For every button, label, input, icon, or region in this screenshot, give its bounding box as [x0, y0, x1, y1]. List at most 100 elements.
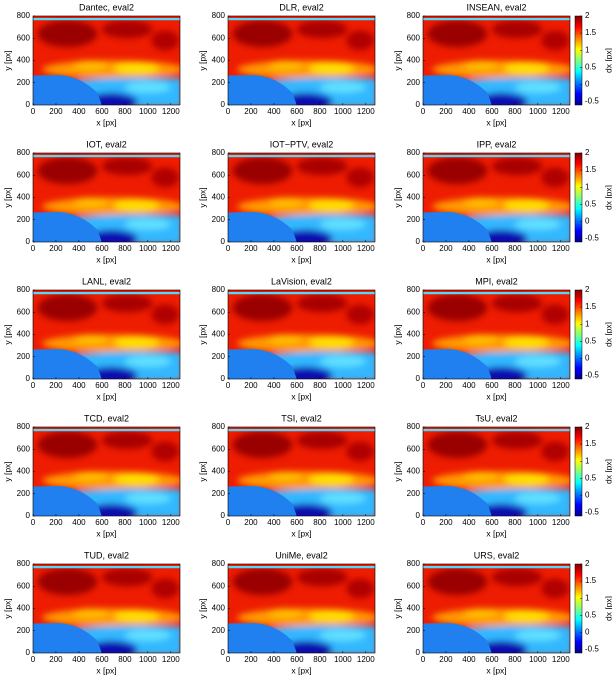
heatmap-field [33, 16, 185, 111]
x-tick-label: 600 [95, 244, 109, 253]
y-tick-label: 200 [212, 626, 226, 635]
x-tick-label: 400 [72, 381, 86, 390]
y-tick-label: 0 [416, 374, 421, 383]
y-tick-label: 200 [407, 626, 421, 635]
x-tick-label: 800 [508, 244, 522, 253]
x-tick-label: 1000 [529, 107, 547, 116]
y-axis-label: y [px] [2, 187, 12, 207]
x-tick-label: 0 [226, 518, 231, 527]
colorbar-tick-label: 0.5 [585, 199, 597, 208]
x-axis-label: x [px] [291, 528, 311, 538]
y-tick-label: 600 [17, 170, 31, 179]
x-tick-label: 400 [72, 107, 86, 116]
x-tick-label: 600 [95, 655, 109, 664]
x-tick-label: 1200 [552, 107, 570, 116]
y-axis-label: y [px] [392, 187, 402, 207]
heatmap-field [423, 153, 575, 248]
x-tick-label: 800 [508, 107, 522, 116]
x-tick-label: 1000 [139, 655, 157, 664]
y-tick-label: 800 [212, 285, 226, 294]
x-tick-label: 1200 [552, 518, 570, 527]
x-tick-label: 1000 [139, 518, 157, 527]
panel-title: DLR, eval2 [279, 2, 324, 12]
y-tick-label: 0 [26, 374, 31, 383]
y-tick-label: 400 [17, 56, 31, 65]
x-tick-label: 0 [31, 381, 36, 390]
y-tick-label: 600 [212, 581, 226, 590]
y-tick-label: 0 [416, 511, 421, 520]
y-tick-label: 800 [407, 422, 421, 431]
panel: Dantec, eval2 0 200 400 600 800 1000 1200 0 200 40… [2, 2, 185, 127]
y-tick-label: 800 [212, 422, 226, 431]
y-tick-label: 600 [212, 170, 226, 179]
x-tick-label: 0 [31, 244, 36, 253]
heatmap-field [33, 153, 185, 248]
x-tick-label: 600 [95, 518, 109, 527]
y-tick-label: 800 [17, 11, 31, 20]
colorbar [574, 289, 583, 380]
y-axis-label: y [px] [2, 461, 12, 481]
colorbar-tick-label: 2 [585, 559, 590, 568]
y-tick-label: 800 [407, 148, 421, 157]
x-tick-label: 1000 [529, 518, 547, 527]
panel-title: Dantec, eval2 [79, 2, 134, 12]
x-axis-label: x [px] [486, 117, 506, 127]
x-tick-label: 0 [31, 107, 36, 116]
y-tick-label: 600 [407, 33, 421, 42]
x-tick-label: 400 [72, 518, 86, 527]
heatmap-field [423, 290, 575, 385]
x-tick-label: 600 [485, 107, 499, 116]
x-tick-label: 200 [439, 107, 453, 116]
x-tick-label: 1200 [162, 655, 180, 664]
panel-title: TSI, eval2 [281, 413, 322, 423]
x-tick-label: 200 [439, 518, 453, 527]
y-tick-label: 0 [26, 511, 31, 520]
colorbar [574, 15, 583, 106]
x-tick-label: 200 [49, 655, 63, 664]
y-axis-label: y [px] [392, 324, 402, 344]
y-tick-label: 800 [212, 11, 226, 20]
x-tick-label: 1200 [162, 107, 180, 116]
y-tick-label: 200 [407, 352, 421, 361]
panel: DLR, eval2 0 200 400 600 800 1000 1200 0 200 400 60… [197, 2, 376, 127]
y-tick-label: 400 [212, 467, 226, 476]
x-tick-label: 1200 [552, 381, 570, 390]
y-tick-label: 600 [212, 307, 226, 316]
x-tick-label: 0 [421, 655, 426, 664]
x-tick-label: 1200 [162, 244, 180, 253]
colorbar-tick-label: 1.5 [585, 576, 597, 585]
colorbar-label: dx [px] [603, 459, 612, 484]
x-tick-label: 400 [72, 244, 86, 253]
x-tick-label: 800 [118, 244, 132, 253]
colorbar-tick-label: 0 [585, 491, 590, 500]
x-tick-label: 400 [267, 381, 281, 390]
panel: LaVision, eval2 0 200 400 600 800 1000 1200 0 200… [197, 276, 376, 401]
x-tick-label: 1200 [162, 518, 180, 527]
y-tick-label: 600 [407, 581, 421, 590]
y-tick-label: 200 [212, 78, 226, 87]
panel: IPP, eval2 0 200 400 600 800 1000 1200 0 200 400 60… [392, 139, 612, 264]
x-tick-label: 600 [95, 381, 109, 390]
heatmap-field [423, 564, 575, 659]
x-tick-label: 1200 [357, 655, 375, 664]
x-axis-label: x [px] [486, 254, 506, 264]
y-tick-label: 600 [407, 307, 421, 316]
x-tick-label: 200 [49, 244, 63, 253]
x-axis-label: x [px] [96, 254, 116, 264]
panel-title: IOT−PTV, eval2 [270, 139, 333, 149]
heatmap-field [228, 427, 380, 522]
x-tick-label: 1200 [357, 107, 375, 116]
y-tick-label: 800 [17, 148, 31, 157]
y-tick-label: 0 [221, 374, 226, 383]
panel: TsU, eval2 0 200 400 600 800 1000 1200 0 200 400 60… [392, 413, 612, 538]
y-tick-label: 0 [26, 648, 31, 657]
y-tick-label: 400 [212, 330, 226, 339]
panel: LANL, eval2 0 200 400 600 800 1000 1200 0 200 400 6… [2, 276, 181, 401]
x-tick-label: 1000 [139, 244, 157, 253]
colorbar-tick-label: 0.5 [585, 62, 597, 71]
x-tick-label: 800 [508, 518, 522, 527]
colorbar-tick-label: 2 [585, 11, 590, 20]
x-axis-label: x [px] [96, 665, 116, 675]
y-tick-label: 0 [221, 648, 226, 657]
colorbar-tick-label: -0.5 [585, 371, 599, 380]
